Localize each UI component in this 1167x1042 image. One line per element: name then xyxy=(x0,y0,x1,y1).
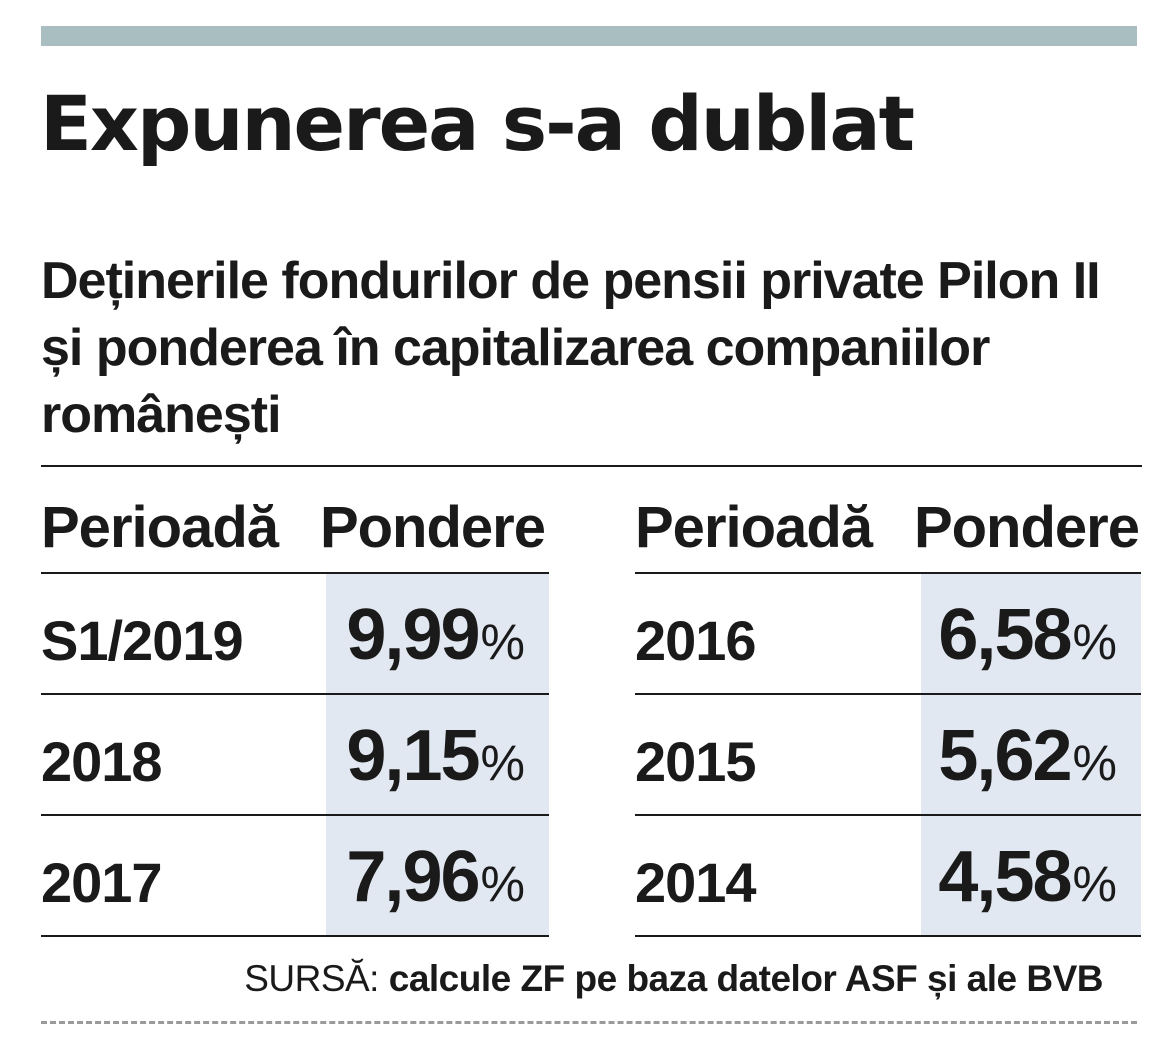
value-cell-bg xyxy=(326,816,549,935)
column-header-period: Perioadă xyxy=(635,495,873,560)
table-right: Perioadă Pondere 2016 6,58% 2015 5,62% 2… xyxy=(635,490,1141,937)
source-note: SURSĂ: calcule ZF pe baza datelor ASF și… xyxy=(244,958,1103,1000)
value-number: 5,62 xyxy=(938,716,1072,796)
value-unit: % xyxy=(1072,614,1117,670)
period-cell: 2016 xyxy=(635,609,757,672)
table-row: 2016 6,58% xyxy=(635,574,1141,695)
header-divider xyxy=(41,465,1142,467)
table-row: 2018 9,15% xyxy=(41,695,549,816)
period-cell: 2017 xyxy=(41,851,163,914)
table-row: 2015 5,62% xyxy=(635,695,1141,816)
value-number: 9,99 xyxy=(346,595,480,675)
table-row: S1/2019 9,99% xyxy=(41,574,549,695)
value-cell: 5,62% xyxy=(938,715,1117,797)
value-cell: 7,96% xyxy=(346,836,525,918)
period-cell: 2018 xyxy=(41,730,163,793)
value-unit: % xyxy=(480,614,525,670)
chart-title: Expunerea s-a dublat xyxy=(40,79,915,168)
column-header-share: Pondere xyxy=(319,495,546,560)
value-cell: 4,58% xyxy=(938,836,1117,918)
source-label: SURSĂ: xyxy=(244,958,379,999)
value-unit: % xyxy=(1072,735,1117,791)
table-row: 2017 7,96% xyxy=(41,816,549,937)
table-left: Perioadă Pondere S1/2019 9,99% 2018 9,15… xyxy=(41,490,549,937)
period-cell: S1/2019 xyxy=(41,609,244,672)
value-unit: % xyxy=(1072,856,1117,912)
period-cell: 2014 xyxy=(635,851,757,914)
value-cell-bg xyxy=(921,695,1141,814)
value-cell-bg xyxy=(921,574,1141,693)
value-cell: 9,15% xyxy=(346,715,525,797)
table-header: Perioadă Pondere xyxy=(635,490,1141,574)
value-number: 9,15 xyxy=(346,716,480,796)
value-cell-bg xyxy=(326,574,549,693)
value-number: 4,58 xyxy=(938,837,1072,917)
top-accent-bar xyxy=(41,26,1137,46)
value-unit: % xyxy=(480,856,525,912)
value-cell-bg xyxy=(921,816,1141,935)
value-number: 6,58 xyxy=(938,595,1072,675)
period-cell: 2015 xyxy=(635,730,757,793)
value-cell-bg xyxy=(326,695,549,814)
bottom-dashed-rule xyxy=(41,1021,1137,1024)
value-unit: % xyxy=(480,735,525,791)
value-cell: 9,99% xyxy=(346,594,525,676)
source-text: calcule ZF pe baza datelor ASF și ale BV… xyxy=(388,958,1104,999)
table-row: 2014 4,58% xyxy=(635,816,1141,937)
column-header-period: Perioadă xyxy=(41,495,279,560)
value-cell: 6,58% xyxy=(938,594,1117,676)
chart-subtitle: Deținerile fondurilor de pensii private … xyxy=(41,252,1101,444)
value-number: 7,96 xyxy=(346,837,480,917)
table-header: Perioadă Pondere xyxy=(41,490,549,574)
column-header-share: Pondere xyxy=(913,495,1140,560)
